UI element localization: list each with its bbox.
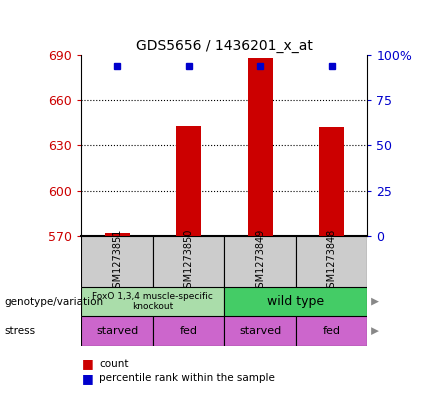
Bar — [319, 127, 344, 236]
Text: percentile rank within the sample: percentile rank within the sample — [99, 373, 275, 383]
Bar — [81, 316, 153, 346]
Bar — [224, 316, 296, 346]
Bar — [248, 58, 273, 236]
Text: GSM1273848: GSM1273848 — [326, 229, 337, 294]
Text: fed: fed — [323, 326, 341, 336]
Bar — [296, 316, 367, 346]
Text: starved: starved — [96, 326, 138, 336]
Bar — [105, 233, 130, 236]
Text: GSM1273849: GSM1273849 — [255, 229, 265, 294]
Bar — [153, 236, 224, 287]
Text: GSM1273851: GSM1273851 — [112, 229, 122, 294]
Text: fed: fed — [180, 326, 198, 336]
Bar — [153, 316, 224, 346]
Bar — [224, 287, 367, 316]
Bar — [296, 236, 367, 287]
Text: ■: ■ — [81, 357, 93, 370]
Bar — [81, 236, 153, 287]
Bar — [176, 126, 201, 236]
Text: count: count — [99, 358, 128, 369]
Text: wild type: wild type — [268, 295, 324, 308]
Text: genotype/variation: genotype/variation — [4, 297, 103, 307]
Bar — [224, 236, 296, 287]
Text: ■: ■ — [81, 371, 93, 385]
Text: FoxO 1,3,4 muscle-specific
knockout: FoxO 1,3,4 muscle-specific knockout — [92, 292, 213, 311]
Bar — [81, 287, 224, 316]
Title: GDS5656 / 1436201_x_at: GDS5656 / 1436201_x_at — [136, 39, 313, 53]
Text: GSM1273850: GSM1273850 — [183, 229, 194, 294]
Text: stress: stress — [4, 326, 36, 336]
Text: starved: starved — [239, 326, 281, 336]
